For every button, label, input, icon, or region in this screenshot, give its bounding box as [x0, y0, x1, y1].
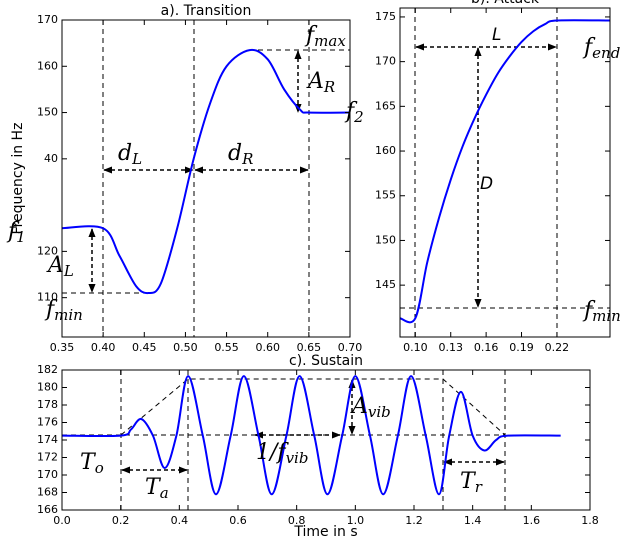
- annotation: dR: [228, 141, 253, 168]
- annotation-text: T: [460, 469, 477, 494]
- y-tick-label: 170: [37, 468, 58, 481]
- y-tick-label: 40: [44, 152, 58, 165]
- x-tick-label: 0.50: [173, 341, 198, 354]
- y-tick-label: 110: [37, 291, 58, 304]
- x-tick-label: 0.13: [438, 341, 463, 354]
- y-tick-label: 182: [37, 363, 58, 376]
- annotation-text: T: [80, 450, 97, 475]
- annotation-subscript: 2: [353, 108, 364, 126]
- y-tick-label: 150: [37, 106, 58, 119]
- x-tick-label: 0.6: [229, 514, 247, 527]
- annotation-subscript: a: [160, 484, 169, 502]
- x-tick-label: 1.4: [464, 514, 482, 527]
- axes-frame: [61, 369, 591, 511]
- x-tick-label: 0.45: [132, 341, 157, 354]
- x-tick-label: 0.70: [338, 341, 363, 354]
- annotation-text: L: [492, 25, 501, 45]
- y-tick-label: 180: [37, 381, 58, 394]
- annotation-text: d: [228, 141, 242, 166]
- annotation-text: D: [480, 174, 493, 194]
- y-tick-label: 160: [375, 144, 396, 157]
- y-tick-label: 172: [37, 451, 58, 464]
- annotation-subscript: r: [475, 478, 483, 496]
- annotation: AL: [46, 253, 74, 280]
- x-tick-label: 0.2: [112, 514, 130, 527]
- annotation-text: A: [46, 253, 64, 278]
- y-tick-label: 160: [37, 59, 58, 72]
- axes-frame: [61, 19, 351, 338]
- annotation-text: T: [145, 475, 162, 500]
- x-tick-label: 0.19: [509, 341, 534, 354]
- annotation-subscript: L: [63, 262, 74, 280]
- annotation: To: [80, 450, 104, 477]
- x-tick-label: 1.0: [347, 514, 365, 527]
- y-tick-label: 145: [375, 278, 396, 291]
- annotation-subscript: max: [314, 32, 346, 50]
- x-tick-label: 1.6: [523, 514, 541, 527]
- annotation-subscript: o: [95, 459, 104, 477]
- annotation-subscript: 1: [16, 228, 26, 246]
- annotation: fmin: [582, 298, 621, 325]
- annotation-subscript: vib: [368, 403, 391, 421]
- annotation-subscript: R: [241, 150, 253, 168]
- annotation-subscript: min: [54, 306, 83, 324]
- x-tick-label: 0.65: [297, 341, 322, 354]
- x-tick-label: 0.55: [214, 341, 239, 354]
- annotation: fmin: [44, 297, 83, 324]
- x-tick-label: 0.16: [474, 341, 499, 354]
- x-tick-label: 1.2: [405, 514, 423, 527]
- y-tick-label: 168: [37, 486, 58, 499]
- x-tick-label: 1.8: [581, 514, 599, 527]
- y-tick-label: 165: [375, 99, 396, 112]
- y-tick-label: 155: [375, 189, 396, 202]
- annotation: dL: [118, 141, 142, 168]
- y-tick-label: 174: [37, 433, 58, 446]
- annotation: 1/fvib: [256, 440, 308, 467]
- y-tick-label: 170: [37, 13, 58, 26]
- x-axis-label: Time in s: [293, 524, 357, 540]
- annotation: AR: [306, 69, 335, 96]
- annotation-text: A: [350, 394, 368, 419]
- chart-title: b). Attack: [471, 0, 540, 7]
- annotation-text: 1/f: [256, 440, 289, 465]
- annotation-subscript: end: [592, 44, 620, 62]
- x-tick-label: 0.35: [50, 341, 75, 354]
- x-tick-label: 0.4: [171, 514, 189, 527]
- y-tick-label: 120: [37, 244, 58, 257]
- data-line: [61, 375, 561, 496]
- annotation: fend: [582, 35, 620, 62]
- y-tick-label: 178: [37, 398, 58, 411]
- axes-frame: [399, 7, 611, 338]
- y-axis-label: Frequency in Hz: [10, 123, 26, 235]
- annotation: Tr: [460, 469, 483, 496]
- chart-title: a). Transition: [161, 3, 252, 19]
- y-tick-label: 150: [375, 233, 396, 246]
- annotation-subscript: R: [323, 78, 335, 96]
- annotation: Avib: [350, 394, 391, 421]
- x-tick-label: 0.8: [288, 514, 306, 527]
- annotation: Ta: [145, 475, 169, 502]
- annotation-subscript: vib: [286, 449, 309, 467]
- annotation: L: [492, 25, 501, 45]
- x-tick-label: 0.22: [545, 341, 570, 354]
- data-line: [399, 19, 611, 324]
- y-tick-label: 175: [375, 10, 396, 23]
- y-tick-label: 170: [375, 55, 396, 68]
- x-tick-label: 0.40: [91, 341, 116, 354]
- annotation: D: [480, 174, 493, 194]
- data-line: [61, 48, 351, 295]
- y-tick-label: 176: [37, 416, 58, 429]
- annotation-subscript: L: [131, 150, 142, 168]
- annotation-text: d: [118, 141, 132, 166]
- annotation: f2: [344, 99, 364, 126]
- x-tick-label: 0.0: [53, 514, 71, 527]
- annotation-text: A: [306, 69, 324, 94]
- y-tick-label: 166: [37, 503, 58, 516]
- chart-title: c). Sustain: [289, 353, 363, 369]
- x-tick-label: 0.60: [255, 341, 280, 354]
- annotation-subscript: min: [592, 307, 621, 325]
- x-tick-label: 0.10: [403, 341, 428, 354]
- annotation: fmax: [304, 23, 346, 50]
